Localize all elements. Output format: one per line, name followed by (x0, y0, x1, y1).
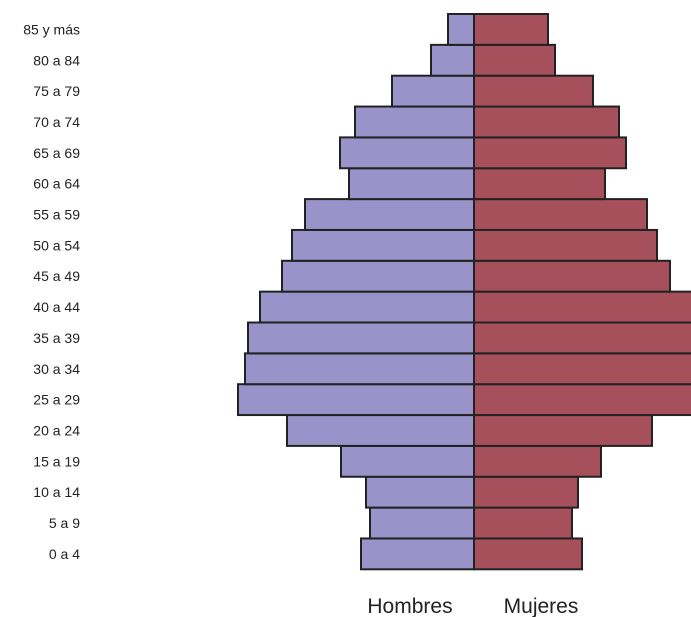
tick-label-85-y-m-s: 85 y más (23, 21, 80, 37)
bar-mujeres-30-a-34 (473, 352, 691, 386)
bar-hombres-30-a-34 (244, 352, 475, 386)
tick-label-50-a-54: 50 a 54 (33, 237, 80, 253)
bar-hombres-0-a-4 (360, 537, 475, 571)
tick-label-0-a-4: 0 a 4 (49, 546, 80, 562)
bar-hombres-15-a-19 (340, 444, 475, 478)
bar-hombres-50-a-54 (291, 228, 475, 262)
bar-mujeres-75-a-79 (473, 74, 594, 108)
tick-label-20-a-24: 20 a 24 (33, 422, 80, 438)
bar-mujeres-50-a-54 (473, 228, 658, 262)
mujeres-bars (473, 13, 691, 571)
tick-label-25-a-29: 25 a 29 (33, 392, 80, 408)
bar-mujeres-5-a-9 (473, 506, 573, 540)
tick-label-15-a-19: 15 a 19 (33, 453, 80, 469)
bar-mujeres-60-a-64 (473, 167, 606, 201)
tick-label-5-a-9: 5 a 9 (49, 515, 80, 531)
tick-label-40-a-44: 40 a 44 (33, 299, 80, 315)
bar-hombres-40-a-44 (259, 290, 475, 324)
bar-hombres-75-a-79 (391, 74, 475, 108)
bar-hombres-55-a-59 (304, 198, 475, 231)
tick-label-75-a-79: 75 a 79 (33, 83, 80, 99)
tick-label-10-a-14: 10 a 14 (33, 484, 80, 500)
bar-mujeres-40-a-44 (473, 290, 691, 324)
hombres-bars (237, 13, 475, 571)
bar-hombres-20-a-24 (286, 414, 475, 447)
bar-mujeres-55-a-59 (473, 198, 648, 231)
tick-label-65-a-69: 65 a 69 (33, 145, 80, 161)
bar-hombres-80-a-84 (430, 43, 475, 77)
bar-mujeres-65-a-69 (473, 136, 627, 170)
tick-label-35-a-39: 35 a 39 (33, 330, 80, 346)
bar-hombres-35-a-39 (247, 321, 475, 355)
bar-hombres-70-a-74 (354, 105, 475, 139)
bar-hombres-65-a-69 (339, 136, 475, 170)
bar-hombres-10-a-14 (365, 475, 475, 509)
bar-mujeres-20-a-24 (473, 414, 653, 447)
bar-mujeres-80-a-84 (473, 43, 556, 77)
bar-mujeres-70-a-74 (473, 105, 620, 139)
bar-mujeres-10-a-14 (473, 475, 579, 509)
tick-label-80-a-84: 80 a 84 (33, 52, 80, 68)
legend-hombres: Hombres (367, 595, 452, 617)
tick-label-70-a-74: 70 a 74 (33, 114, 80, 130)
legend-mujeres: Mujeres (504, 595, 579, 617)
tick-label-30-a-34: 30 a 34 (33, 361, 80, 377)
tick-label-45-a-49: 45 a 49 (33, 268, 80, 284)
bar-hombres-25-a-29 (237, 383, 475, 417)
bar-mujeres-15-a-19 (473, 444, 602, 478)
bar-hombres-5-a-9 (369, 506, 475, 540)
age-group-labels: 0 a 4 5 a 9 10 a 14 15 a 19 20 a 24 25 a 29 30… (23, 21, 80, 561)
tick-label-60-a-64: 60 a 64 (33, 176, 80, 192)
bar-mujeres-35-a-39 (473, 321, 691, 355)
bar-hombres-45-a-49 (281, 259, 475, 293)
bar-mujeres-0-a-4 (473, 537, 583, 571)
bar-hombres-85-y-m-s (447, 13, 475, 46)
bar-mujeres-25-a-29 (473, 383, 691, 417)
bar-hombres-60-a-64 (348, 167, 475, 201)
bar-mujeres-45-a-49 (473, 259, 671, 293)
tick-label-55-a-59: 55 a 59 (33, 207, 80, 223)
bar-mujeres-85-y-m-s (473, 13, 549, 46)
